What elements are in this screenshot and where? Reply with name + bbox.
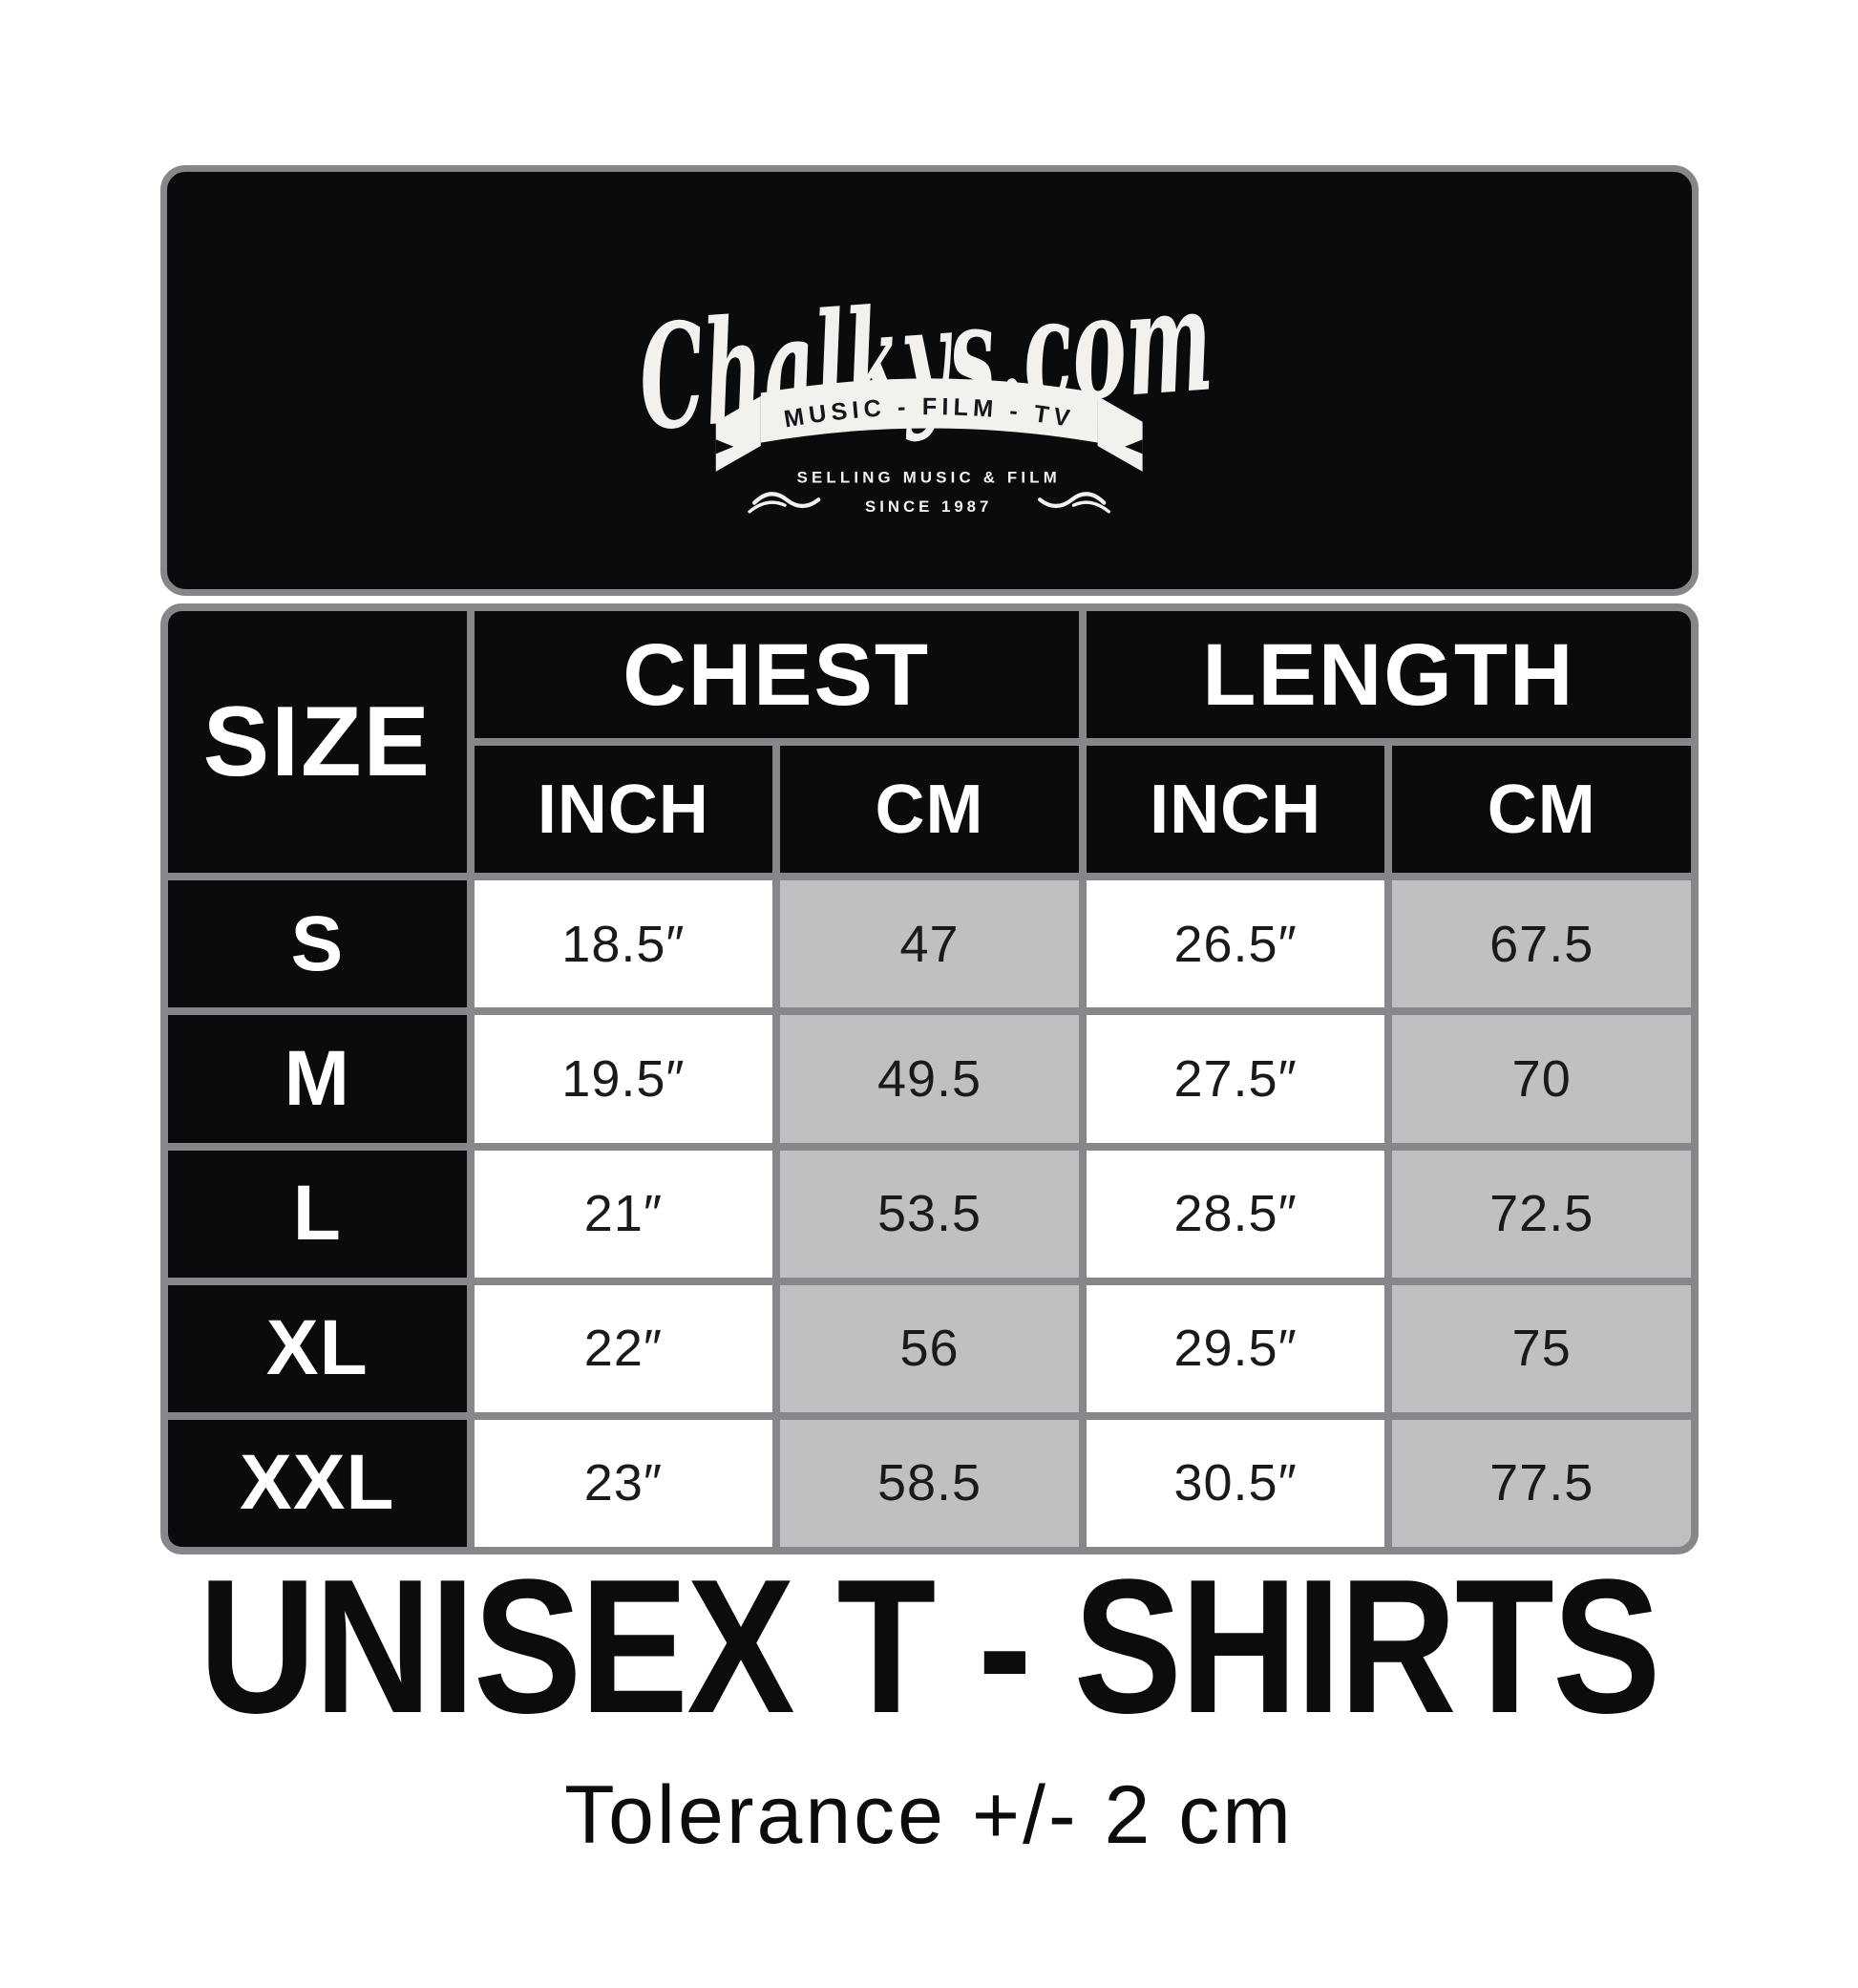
tagline-since: SINCE 1987 [865,497,993,516]
value-cell: 56 [780,1284,1079,1412]
value-cell: 53.5 [780,1150,1079,1278]
size-cell-xxl: XXL [168,1419,467,1547]
size-cell-xl: XL [168,1284,467,1412]
unit-cell-chest-inch: INCH [474,746,773,874]
value-cell: 23″ [474,1419,773,1547]
ribbon-band [760,378,1098,443]
ribbon-notch-right [1125,439,1143,455]
flourish-left [748,492,821,514]
unit-cell-length-inch: INCH [1086,746,1385,874]
size-cell-m: M [168,1015,467,1143]
unit-cell-chest-cm: CM [780,746,1079,874]
value-cell: 30.5″ [1086,1419,1385,1547]
size-cell-s: S [168,880,467,1008]
size-cell-l: L [168,1150,467,1278]
value-cell: 26.5″ [1086,880,1385,1008]
logo-header-panel: Chalkys.com MUSIC - FILM - TV SELLING MU… [160,165,1699,596]
header-cell-length: LENGTH [1086,611,1691,739]
value-cell: 21″ [474,1150,773,1278]
value-cell: 27.5″ [1086,1015,1385,1143]
value-cell: 47 [780,880,1079,1008]
value-cell: 22″ [474,1284,773,1412]
header-cell-chest: CHEST [474,611,1079,739]
ribbon-tail-left [715,395,761,472]
chalkys-logo: Chalkys.com MUSIC - FILM - TV SELLING MU… [634,255,1217,516]
page-title: UNISEX T - SHIRTS [199,1540,1660,1753]
value-cell: 29.5″ [1086,1284,1385,1412]
value-cell: 49.5 [780,1015,1079,1143]
value-cell: 19.5″ [474,1015,773,1143]
size-chart-grid: SIZE CHEST LENGTH INCH CM INCH CM S 18.5… [168,611,1691,1547]
ribbon-emblem: MUSIC - FILM - TV SELLING MUSIC & FILM S… [715,378,1143,516]
flourish-right [1038,492,1111,514]
tagline-selling: SELLING MUSIC & FILM [797,469,1062,487]
ribbon-tail-right [1097,395,1143,472]
value-cell: 75 [1392,1284,1691,1412]
value-cell: 58.5 [780,1419,1079,1547]
value-cell: 70 [1392,1015,1691,1143]
value-cell: 18.5″ [474,880,773,1008]
value-cell: 72.5 [1392,1150,1691,1278]
tolerance-note: Tolerance +/- 2 cm [564,1769,1294,1861]
ribbon-notch-left [715,439,734,455]
unit-cell-length-cm: CM [1392,746,1691,874]
value-cell: 77.5 [1392,1419,1691,1547]
size-chart-table: SIZE CHEST LENGTH INCH CM INCH CM S 18.5… [160,603,1699,1554]
value-cell: 28.5″ [1086,1150,1385,1278]
header-cell-size: SIZE [168,611,467,874]
value-cell: 67.5 [1392,880,1691,1008]
